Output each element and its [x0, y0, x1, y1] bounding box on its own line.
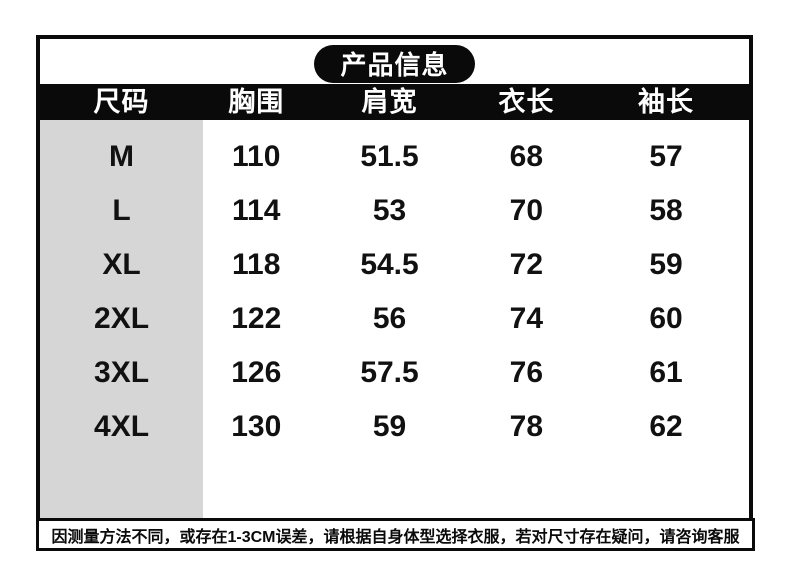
cell-size: M [109, 140, 135, 173]
size-chart-panel: 产品信息 尺码 胸围 肩宽 衣长 袖长 M 110 51.5 68 57 L [36, 35, 753, 518]
table-body: M 110 51.5 68 57 L 114 53 70 58 XL 118 5… [40, 120, 749, 518]
header-cell-shoulder: 肩宽 [361, 87, 418, 117]
cell-chest: 110 [232, 140, 281, 173]
header-cell-chest: 胸围 [228, 87, 285, 117]
cell-size: L [112, 194, 131, 227]
cell-chest: 114 [232, 194, 281, 227]
cell-sleeve: 59 [649, 248, 683, 281]
cell-size: 3XL [94, 356, 150, 389]
cell-sleeve: 58 [649, 194, 683, 227]
header-cell-length: 衣长 [498, 87, 555, 117]
cell-length: 70 [509, 194, 544, 227]
cell-chest: 118 [232, 248, 281, 281]
cell-shoulder: 59 [372, 410, 407, 443]
table-row: L 114 53 70 58 [40, 184, 749, 238]
table-row: 3XL 126 57.5 76 61 [40, 346, 749, 400]
product-info-badge: 产品信息 [314, 44, 475, 83]
cell-size: 2XL [94, 302, 150, 335]
cell-shoulder: 57.5 [360, 356, 419, 389]
cell-length: 78 [509, 410, 544, 443]
cell-shoulder: 51.5 [360, 140, 419, 173]
cell-sleeve: 62 [649, 410, 683, 443]
header-cell-sleeve: 袖长 [638, 87, 694, 117]
cell-shoulder: 56 [372, 302, 407, 335]
table-header-row: 尺码 胸围 肩宽 衣长 袖长 [40, 84, 749, 120]
cell-chest: 126 [231, 356, 282, 389]
cell-shoulder: 53 [372, 194, 407, 227]
cell-length: 72 [509, 248, 544, 281]
notice-bar: 因测量方法不同，或存在1-3CM误差，请根据自身体型选择衣服，若对尺寸存在疑问，… [36, 518, 755, 551]
table-rows: M 110 51.5 68 57 L 114 53 70 58 XL 118 5… [40, 120, 749, 454]
cell-sleeve: 61 [649, 356, 683, 389]
cell-chest: 130 [231, 410, 282, 443]
table-row: M 110 51.5 68 57 [40, 130, 749, 184]
cell-length: 68 [509, 140, 544, 173]
cell-shoulder: 54.5 [360, 248, 419, 281]
cell-sleeve: 57 [649, 140, 683, 173]
title-band: 产品信息 [40, 39, 749, 84]
product-info-badge-label: 产品信息 [340, 50, 449, 80]
cell-size: XL [102, 248, 141, 281]
size-column-background [40, 120, 203, 518]
cell-length: 74 [509, 302, 544, 335]
cell-size: 4XL [94, 410, 150, 443]
cell-length: 76 [509, 356, 544, 389]
notice-text: 因测量方法不同，或存在1-3CM误差，请根据自身体型选择衣服，若对尺寸存在疑问，… [51, 528, 740, 546]
table-row: 2XL 122 56 74 60 [40, 292, 749, 346]
table-row: 4XL 130 59 78 62 [40, 400, 749, 454]
table-row: XL 118 54.5 72 59 [40, 238, 749, 292]
header-cell-size: 尺码 [93, 87, 150, 117]
cell-sleeve: 60 [649, 302, 683, 335]
cell-chest: 122 [231, 302, 282, 335]
